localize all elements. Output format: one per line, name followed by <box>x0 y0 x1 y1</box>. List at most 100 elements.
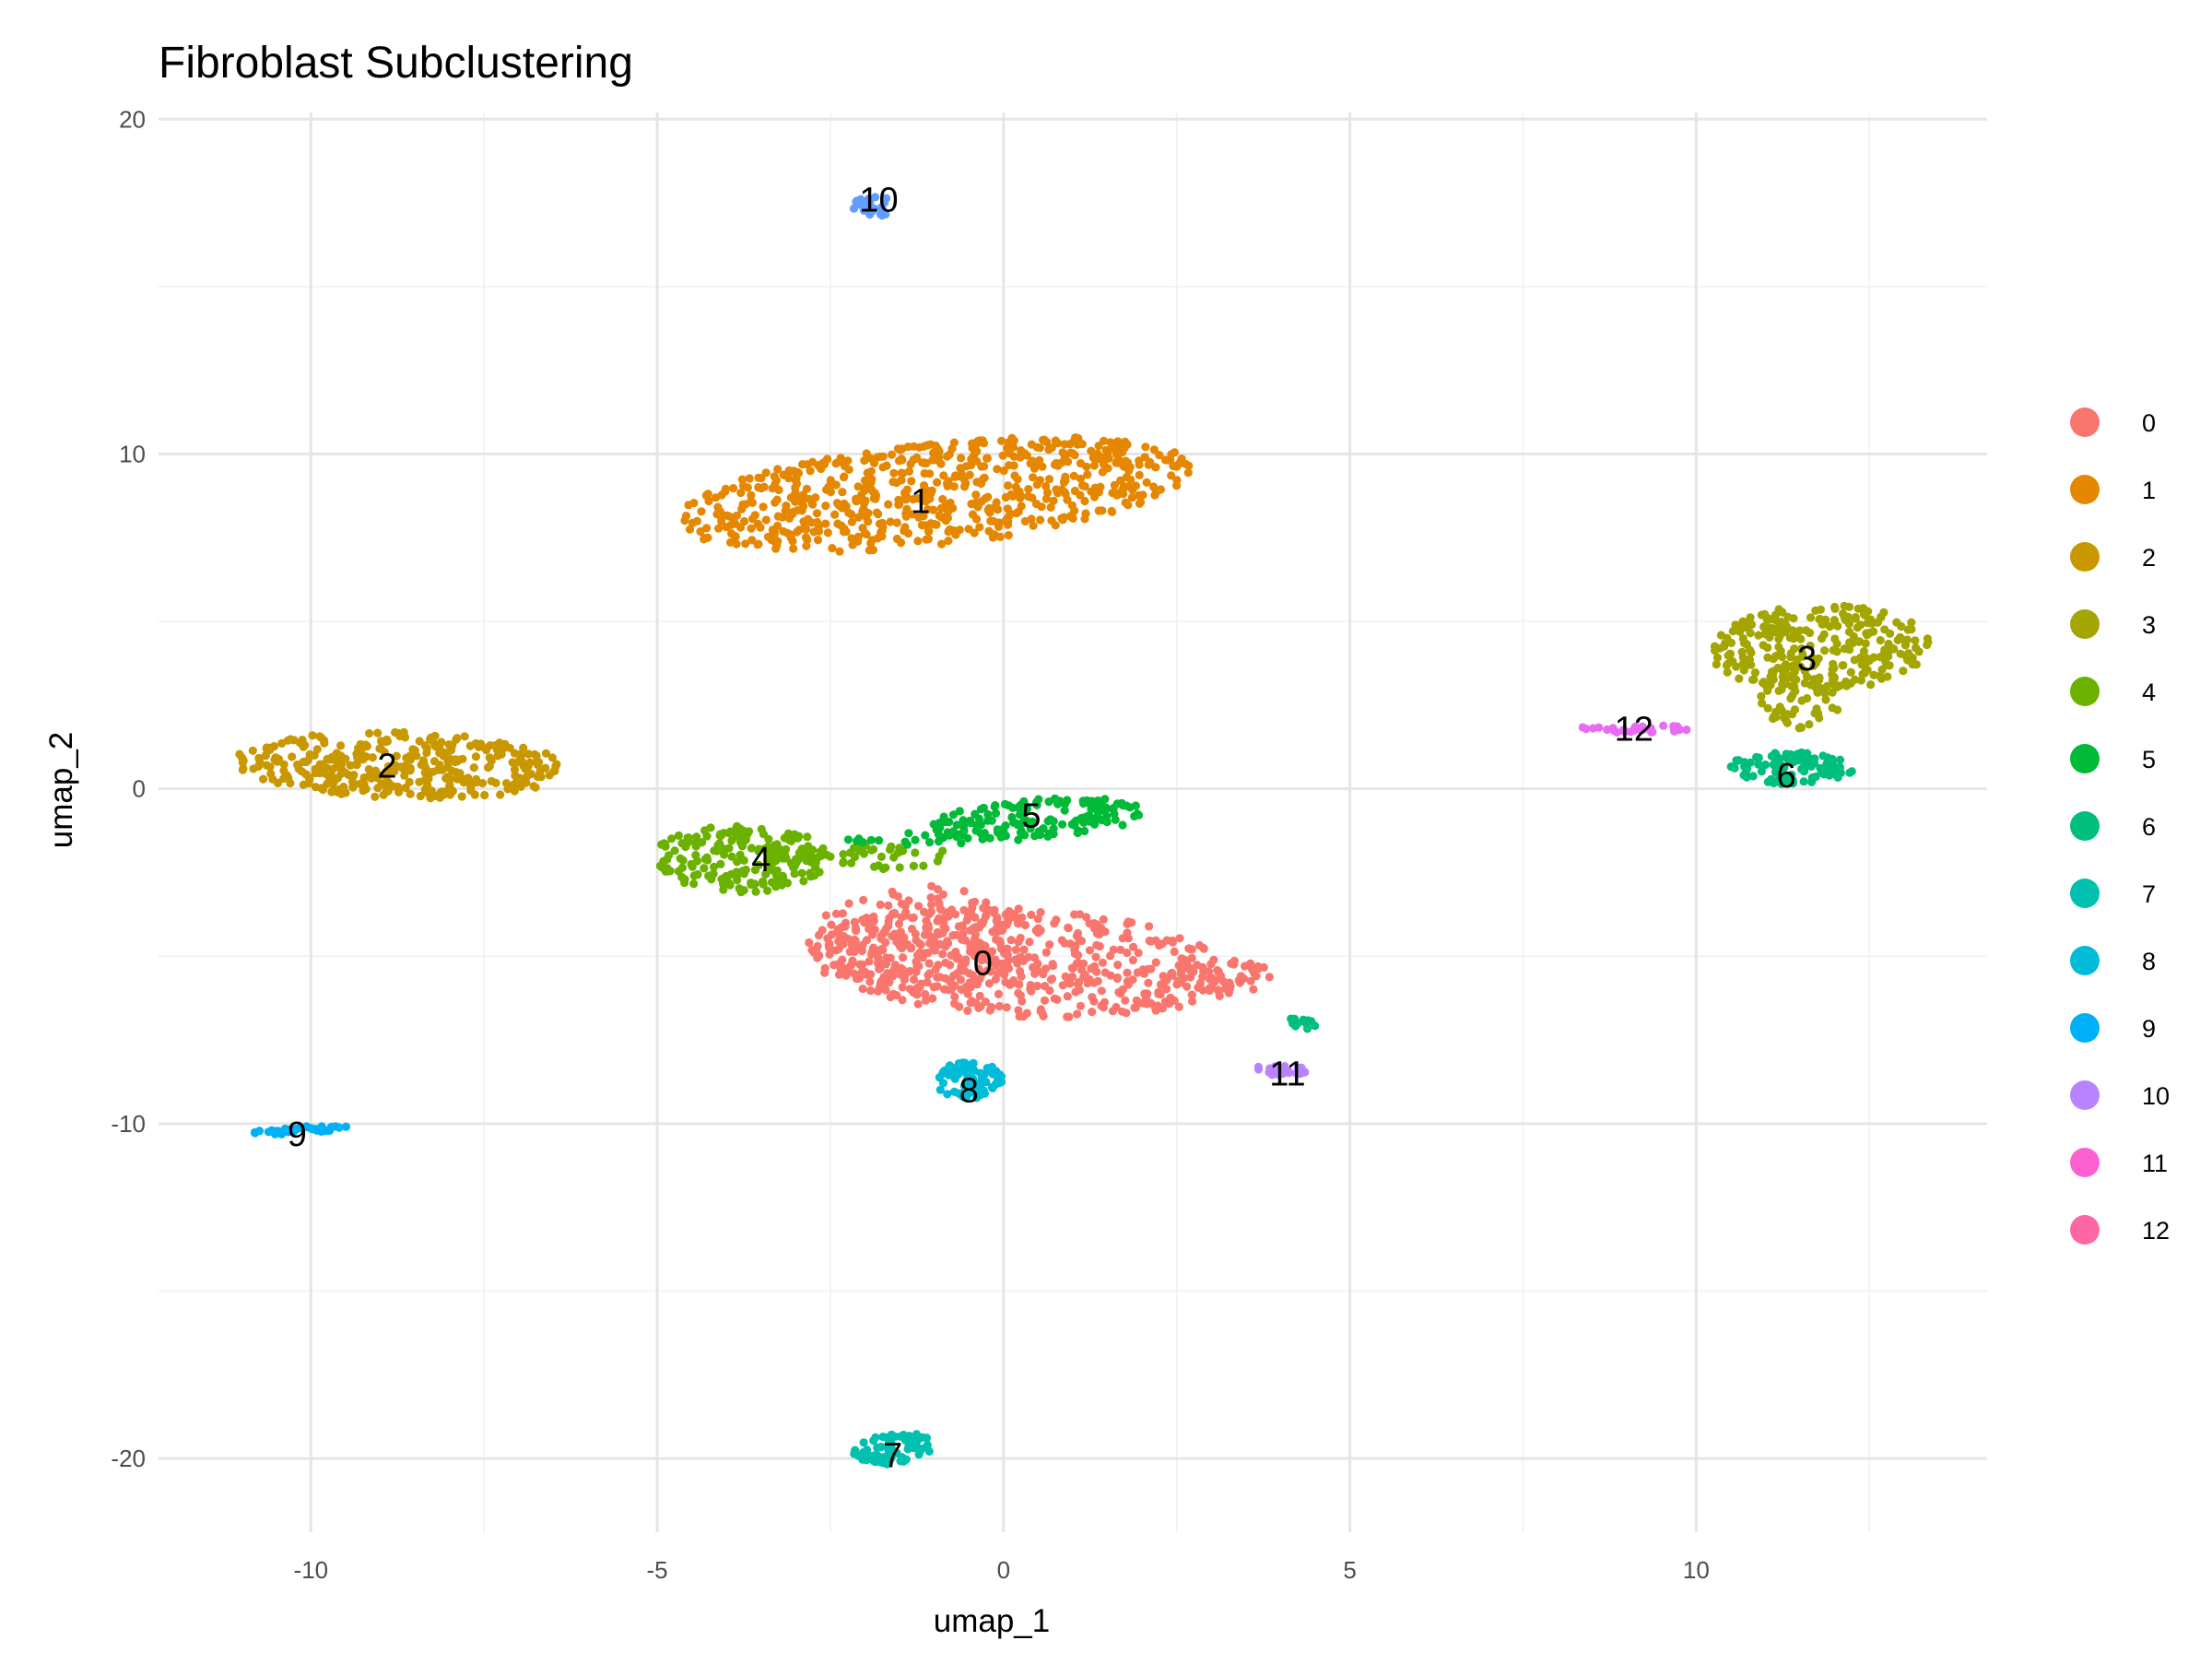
cell-point <box>971 490 981 500</box>
cell-point <box>238 758 247 767</box>
cell-point <box>957 962 966 972</box>
cell-point <box>1783 718 1792 727</box>
cell-point <box>1087 446 1096 455</box>
cell-point <box>1080 496 1089 506</box>
cell-point <box>1007 433 1017 443</box>
cell-point <box>1138 998 1147 1008</box>
cell-point <box>943 937 952 946</box>
cell-point <box>1106 438 1115 447</box>
cell-point <box>753 540 762 549</box>
cell-point <box>939 921 948 931</box>
cell-point <box>1172 476 1182 485</box>
cell-point <box>1067 501 1077 510</box>
cell-point <box>761 468 771 478</box>
cell-point <box>980 1069 990 1079</box>
cell-point <box>729 484 738 493</box>
cell-point <box>804 514 813 524</box>
cell-point <box>778 513 787 522</box>
cell-point <box>782 879 793 888</box>
cell-point <box>976 805 985 814</box>
cell-point <box>1004 481 1013 490</box>
cell-point <box>980 473 989 482</box>
cell-point <box>1025 938 1034 947</box>
cell-point <box>1763 686 1772 695</box>
cell-point <box>854 834 864 844</box>
cell-point <box>1809 661 1818 670</box>
cell-point <box>1828 754 1837 764</box>
legend-item-1: 1 <box>2070 475 2156 504</box>
cell-point <box>367 773 376 784</box>
cell-point <box>1071 941 1080 950</box>
cell-point <box>1798 650 1807 659</box>
legend-item-11: 11 <box>2070 1148 2168 1177</box>
cell-point <box>1061 490 1070 499</box>
cell-point <box>838 488 847 497</box>
cell-point <box>830 510 840 519</box>
cell-point <box>1068 449 1077 458</box>
cell-point <box>1735 674 1744 683</box>
y-tick-label: 10 <box>119 440 146 467</box>
cell-point <box>703 856 712 865</box>
cell-point <box>1758 699 1767 708</box>
cell-point <box>997 944 1006 953</box>
cell-point <box>938 950 947 959</box>
cell-point <box>1814 709 1823 718</box>
cell-point <box>859 504 868 513</box>
cell-point <box>1800 679 1809 688</box>
cell-point <box>963 1006 972 1015</box>
cell-point <box>825 950 834 959</box>
cell-point <box>858 985 867 994</box>
legend-label-5: 5 <box>2142 746 2156 773</box>
cell-point <box>741 539 750 549</box>
cell-point <box>983 809 993 820</box>
cell-point <box>1093 449 1102 458</box>
cell-point <box>933 927 942 938</box>
cell-point <box>364 764 373 774</box>
cell-point <box>919 512 928 521</box>
cell-point <box>915 983 924 992</box>
cell-point <box>876 900 885 910</box>
cell-point <box>821 911 830 920</box>
legend-item-12: 12 <box>2070 1215 2170 1245</box>
cell-point <box>1138 965 1147 974</box>
cell-point <box>977 497 986 506</box>
cell-point <box>771 841 780 850</box>
cell-point <box>1039 1011 1048 1021</box>
cell-point <box>892 534 902 544</box>
cell-point <box>1845 768 1854 777</box>
cell-point <box>875 836 884 845</box>
cell-point <box>406 789 415 798</box>
cell-point <box>1754 631 1763 640</box>
cell-point <box>827 930 837 939</box>
cell-point <box>750 511 760 520</box>
cell-point <box>1041 481 1051 491</box>
cell-point <box>1060 440 1069 449</box>
cell-point <box>1093 812 1102 821</box>
cell-point <box>924 1446 934 1456</box>
cell-point <box>1609 726 1619 736</box>
cell-point <box>995 532 1005 542</box>
cell-point <box>907 477 916 486</box>
cell-point <box>1058 820 1067 829</box>
cell-point <box>984 526 994 536</box>
cell-point <box>923 977 932 987</box>
cell-point <box>541 749 551 758</box>
cell-point <box>1060 938 1069 948</box>
cell-point <box>899 953 908 962</box>
cell-point <box>1162 936 1171 945</box>
cell-point <box>1738 617 1747 626</box>
cell-point <box>935 973 945 982</box>
cell-point <box>928 994 937 1003</box>
cell-point <box>897 913 906 922</box>
cell-point <box>415 777 424 786</box>
cell-point <box>262 761 271 770</box>
cell-point <box>982 966 992 975</box>
legend-label-2: 2 <box>2142 544 2156 572</box>
cell-point <box>1829 659 1838 668</box>
cell-point <box>853 482 863 491</box>
cell-point <box>336 751 346 761</box>
cell-point <box>1167 450 1176 459</box>
cell-point <box>855 960 865 969</box>
cell-point <box>1039 824 1048 833</box>
cell-point <box>1900 641 1910 650</box>
